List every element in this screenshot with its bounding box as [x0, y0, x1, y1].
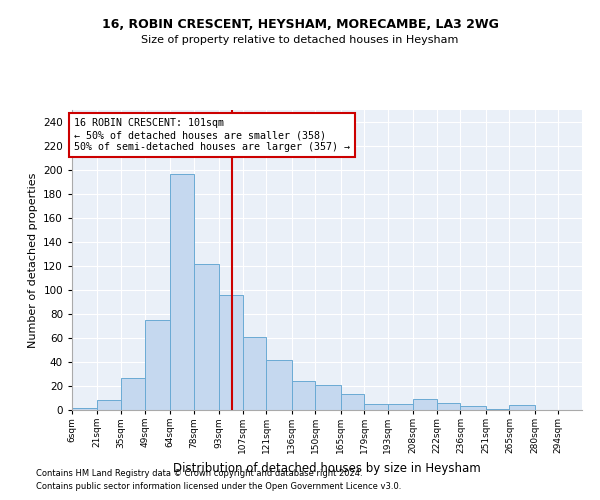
Bar	[194, 264, 219, 410]
Bar	[97, 400, 121, 410]
Bar	[170, 174, 194, 410]
Bar	[388, 404, 413, 410]
Bar	[437, 403, 460, 410]
Bar	[315, 385, 341, 410]
Bar	[219, 295, 242, 410]
Bar	[242, 337, 266, 410]
Bar	[341, 394, 364, 410]
Text: Contains HM Land Registry data © Crown copyright and database right 2024.: Contains HM Land Registry data © Crown c…	[36, 468, 362, 477]
Bar	[509, 405, 535, 410]
Bar	[460, 406, 486, 410]
Text: Size of property relative to detached houses in Heysham: Size of property relative to detached ho…	[142, 35, 458, 45]
Text: 16 ROBIN CRESCENT: 101sqm
← 50% of detached houses are smaller (358)
50% of semi: 16 ROBIN CRESCENT: 101sqm ← 50% of detac…	[74, 118, 350, 152]
Y-axis label: Number of detached properties: Number of detached properties	[28, 172, 38, 348]
Bar	[413, 399, 437, 410]
Bar	[72, 408, 97, 410]
Bar	[266, 360, 292, 410]
Bar	[292, 381, 315, 410]
Bar	[121, 378, 145, 410]
Bar	[145, 320, 170, 410]
Text: 16, ROBIN CRESCENT, HEYSHAM, MORECAMBE, LA3 2WG: 16, ROBIN CRESCENT, HEYSHAM, MORECAMBE, …	[101, 18, 499, 30]
X-axis label: Distribution of detached houses by size in Heysham: Distribution of detached houses by size …	[173, 462, 481, 474]
Bar	[364, 404, 388, 410]
Text: Contains public sector information licensed under the Open Government Licence v3: Contains public sector information licen…	[36, 482, 401, 491]
Bar	[486, 409, 509, 410]
